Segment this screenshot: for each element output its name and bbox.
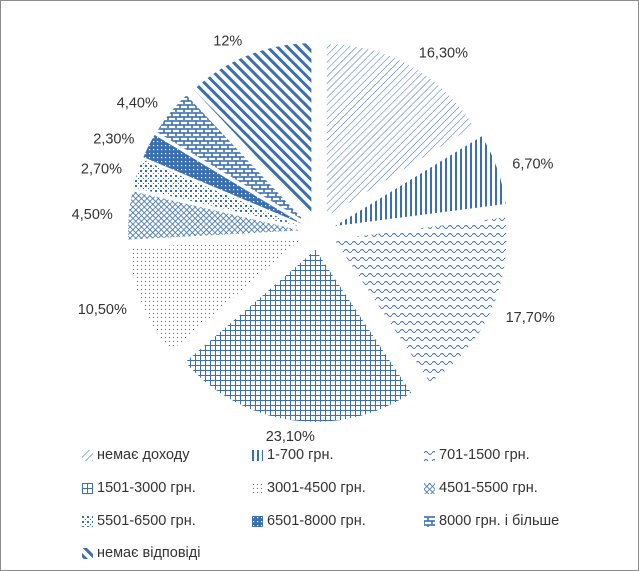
data-label-6: 4,50% <box>72 207 113 223</box>
pie-slice-2 <box>334 136 506 227</box>
pie-slice-9 <box>156 95 305 221</box>
data-label-2: 6,70% <box>512 157 553 173</box>
pie-slice-3 <box>334 217 507 383</box>
pie-slice-5 <box>129 238 302 352</box>
pie-slice-10 <box>193 43 312 216</box>
pie-slice-7 <box>133 159 301 227</box>
pie-slice-8 <box>143 135 302 224</box>
data-label-10: 12% <box>213 33 242 49</box>
data-label-8: 2,30% <box>93 132 134 148</box>
data-label-4: 23,10% <box>266 429 315 445</box>
data-label-5: 10,50% <box>78 302 127 318</box>
pie-slice-6 <box>128 191 301 240</box>
data-label-7: 2,70% <box>81 162 122 178</box>
pie-slice-4 <box>185 249 412 422</box>
data-label-3: 17,70% <box>506 310 555 326</box>
pie-slice-1 <box>326 44 474 217</box>
data-label-1: 16,30% <box>419 45 468 61</box>
data-label-9: 4,40% <box>117 95 158 111</box>
